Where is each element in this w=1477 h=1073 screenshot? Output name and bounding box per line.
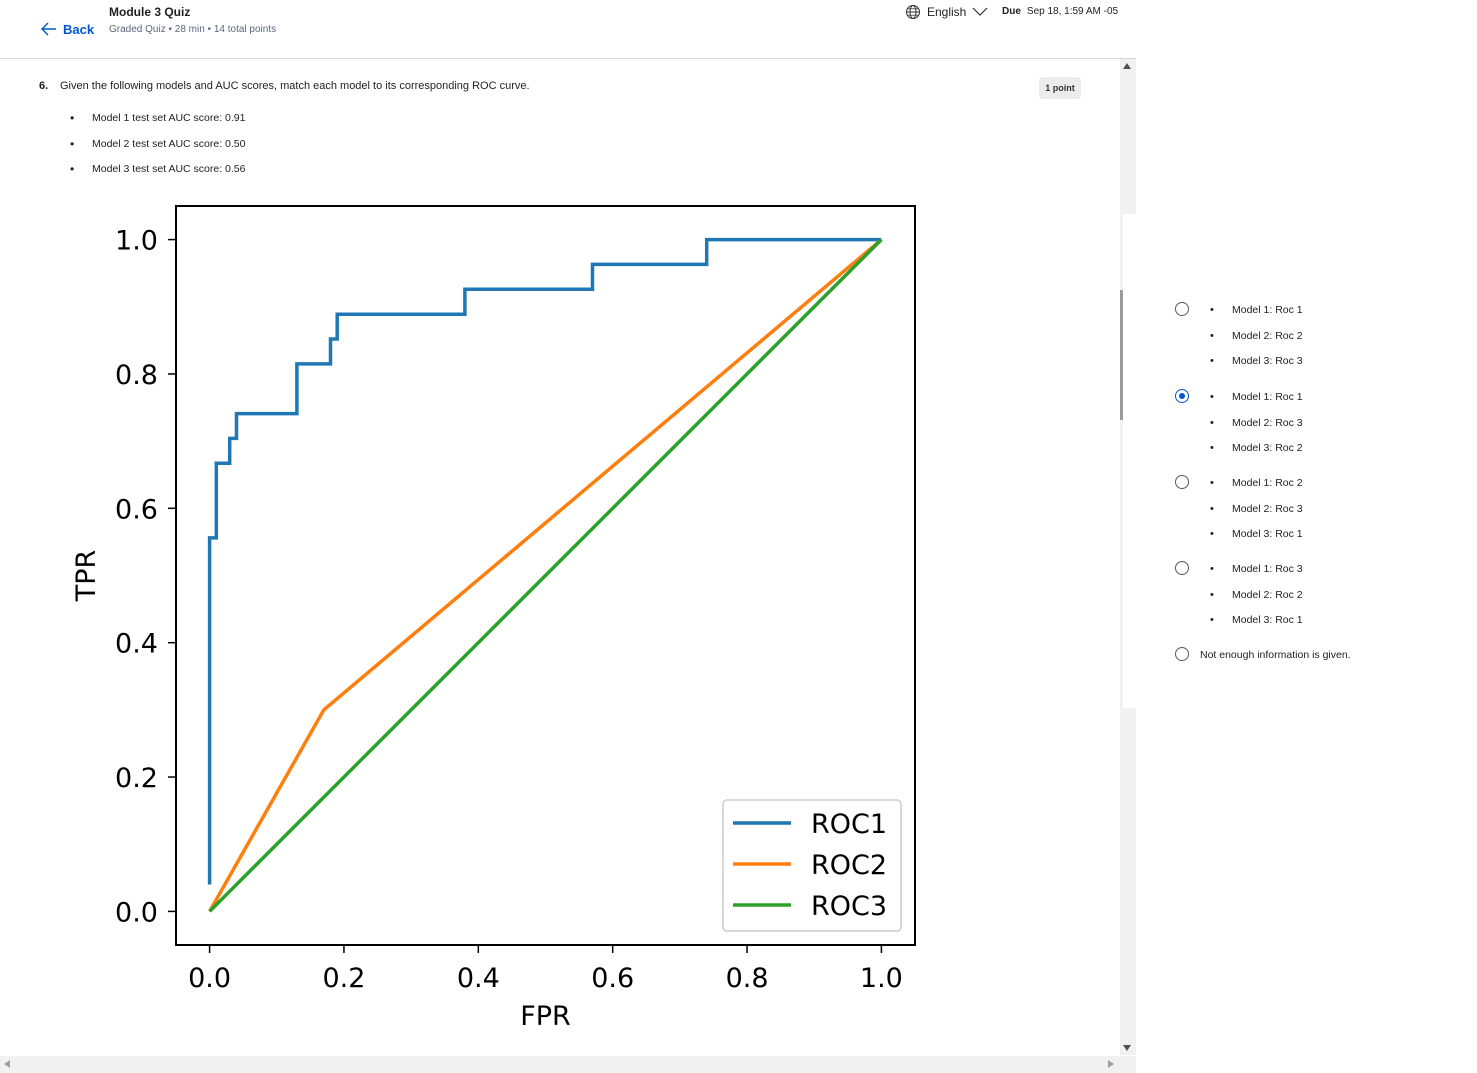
due-label: Due bbox=[1002, 6, 1021, 17]
back-button[interactable]: Back bbox=[41, 19, 94, 39]
list-item: Model 1: Roc 1 bbox=[1210, 390, 1303, 416]
list-item: Model 2: Roc 2 bbox=[1210, 588, 1303, 614]
due-date: Due Sep 18, 1:59 AM -05 bbox=[1002, 6, 1118, 17]
y-tick-label: 0.0 bbox=[115, 897, 158, 928]
radio-button[interactable] bbox=[1175, 647, 1189, 661]
legend-box bbox=[722, 799, 902, 932]
list-item: Model 1: Roc 1 bbox=[1210, 303, 1303, 329]
series-line-roc3 bbox=[208, 238, 883, 913]
x-axis-label: FPR bbox=[520, 1001, 571, 1032]
list-item: Model 1: Roc 3 bbox=[1210, 562, 1303, 588]
x-tick-label: 0.6 bbox=[591, 963, 634, 994]
auc-list: Model 1 test set AUC score: 0.91 Model 2… bbox=[70, 109, 246, 186]
back-label: Back bbox=[63, 21, 95, 37]
question-number: 6. bbox=[39, 80, 49, 92]
chevron-down-icon bbox=[972, 7, 988, 16]
list-item: Model 2: Roc 3 bbox=[1210, 502, 1303, 528]
plot-frame bbox=[175, 205, 916, 946]
legend-label: ROC2 bbox=[811, 850, 887, 881]
series-line-roc2 bbox=[208, 238, 883, 913]
horizontal-scrollbar[interactable] bbox=[0, 1056, 1136, 1073]
radio-button-checked[interactable] bbox=[1175, 389, 1189, 403]
option-lines: Model 1: Roc 3 Model 2: Roc 2 Model 3: R… bbox=[1210, 562, 1303, 639]
list-item: Model 3: Roc 1 bbox=[1210, 613, 1303, 639]
option-lines: Model 1: Roc 2 Model 2: Roc 3 Model 3: R… bbox=[1210, 476, 1303, 553]
roc-chart: 0.0 0.2 0.4 0.6 0.8 1.0 0.0 0.2 0.4 0.6 0.8 1.0 FPR T… bbox=[71, 205, 916, 1032]
radio-button[interactable] bbox=[1175, 561, 1189, 575]
panel-scroll-thumb[interactable] bbox=[1120, 290, 1123, 420]
language-selector[interactable]: English bbox=[905, 4, 988, 20]
due-value: Sep 18, 1:59 AM -05 bbox=[1026, 6, 1119, 17]
list-item: Model 3: Roc 2 bbox=[1210, 441, 1303, 467]
side-panel-strip bbox=[1123, 214, 1137, 708]
list-item: Model 3: Roc 3 bbox=[1210, 354, 1303, 380]
y-tick-label: 0.6 bbox=[115, 494, 158, 525]
points-badge: 1 point bbox=[1039, 77, 1081, 99]
list-item: Model 3 test set AUC score: 0.56 bbox=[70, 160, 246, 186]
option-lines: Model 1: Roc 1 Model 2: Roc 2 Model 3: R… bbox=[1210, 303, 1303, 380]
top-header: Back Module 3 Quiz Graded Quiz • 28 min … bbox=[0, 0, 1136, 59]
x-tick-label: 0.4 bbox=[457, 963, 500, 994]
question-text: Given the following models and AUC score… bbox=[60, 80, 530, 92]
arrow-left-icon bbox=[41, 22, 56, 36]
list-item: Model 3: Roc 1 bbox=[1210, 527, 1303, 553]
radio-button[interactable] bbox=[1175, 475, 1189, 489]
list-item: Model 1: Roc 2 bbox=[1210, 476, 1303, 502]
x-tick-label: 1.0 bbox=[860, 963, 903, 994]
x-tick-label: 0.2 bbox=[322, 963, 365, 994]
language-label: English bbox=[927, 5, 967, 19]
scroll-right-icon[interactable] bbox=[1108, 1060, 1114, 1068]
scroll-down-icon[interactable] bbox=[1123, 1045, 1131, 1051]
legend-label: ROC3 bbox=[811, 891, 887, 922]
x-tick-label: 0.8 bbox=[726, 963, 769, 994]
scroll-left-icon[interactable] bbox=[4, 1060, 10, 1068]
list-item: Model 2: Roc 2 bbox=[1210, 329, 1303, 355]
x-tick-label: 0.0 bbox=[188, 963, 231, 994]
list-item: Model 1 test set AUC score: 0.91 bbox=[70, 109, 246, 135]
option-label: Not enough information is given. bbox=[1200, 649, 1351, 661]
series-line-roc1 bbox=[207, 237, 882, 885]
option-lines: Model 1: Roc 1 Model 2: Roc 3 Model 3: R… bbox=[1210, 390, 1303, 467]
globe-icon bbox=[906, 5, 920, 19]
y-tick-label: 1.0 bbox=[115, 226, 158, 257]
y-tick-label: 0.4 bbox=[115, 629, 158, 660]
list-item: Model 2 test set AUC score: 0.50 bbox=[70, 135, 246, 161]
quiz-title: Module 3 Quiz bbox=[109, 5, 191, 19]
legend-label: ROC1 bbox=[811, 809, 887, 840]
list-item: Model 2: Roc 3 bbox=[1210, 416, 1303, 442]
y-axis-label: TPR bbox=[71, 550, 102, 603]
y-tick-label: 0.2 bbox=[115, 763, 158, 794]
y-tick-label: 0.8 bbox=[115, 360, 158, 391]
roc-chart-container: 0.0 0.2 0.4 0.6 0.8 1.0 0.0 0.2 0.4 0.6 0.8 1.0 FPR T… bbox=[60, 194, 930, 1055]
radio-button[interactable] bbox=[1175, 302, 1189, 316]
quiz-meta: Graded Quiz • 28 min • 14 total points bbox=[109, 24, 277, 35]
question-content: 6. Given the following models and AUC sc… bbox=[0, 59, 1120, 1055]
scroll-up-icon[interactable] bbox=[1123, 63, 1131, 69]
